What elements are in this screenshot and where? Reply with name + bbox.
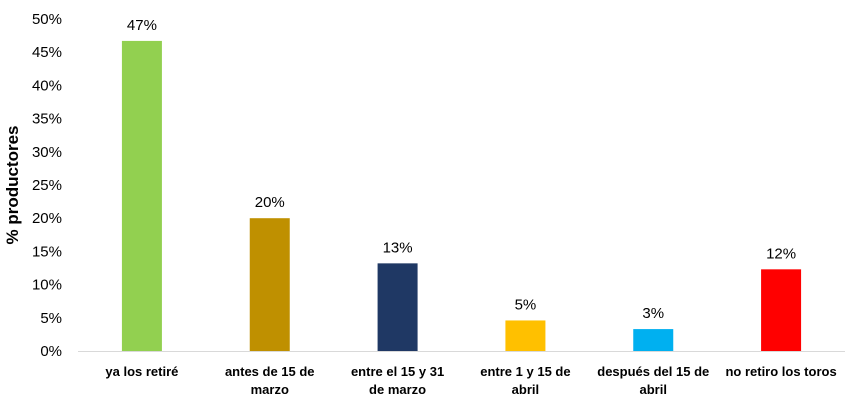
data-label: 47% — [127, 17, 157, 34]
bar — [505, 320, 546, 351]
data-labels-group: 47% 20% 13% 5% 3% 12% — [127, 17, 796, 322]
x-category-label: abril — [512, 382, 539, 397]
x-category-label: entre el 15 y 31 — [351, 364, 444, 379]
y-tick-label: 30% — [32, 144, 62, 161]
x-category-label: ya los retiré — [105, 364, 178, 379]
y-tick-label: 50% — [32, 11, 62, 28]
data-label: 3% — [642, 305, 664, 322]
bars-group — [121, 40, 802, 352]
category-labels-group: ya los retiré antes de 15 de marzo entre el… — [105, 364, 836, 397]
y-axis-title: % productores — [3, 125, 22, 244]
y-tick-label: 45% — [32, 44, 62, 61]
x-category-label: abril — [640, 382, 667, 397]
y-tick-label: 40% — [32, 77, 62, 94]
bar — [249, 218, 290, 351]
y-axis-ticks: 0% 5% 10% 15% 20% 25% 30% 35% 40% 45% 50% — [32, 11, 62, 360]
bar — [761, 269, 802, 351]
x-category-label: no retiro los toros — [725, 364, 836, 379]
x-category-label: entre 1 y 15 de — [480, 364, 570, 379]
x-category-label: después del 15 de — [597, 364, 709, 379]
y-tick-label: 5% — [40, 310, 62, 327]
y-tick-label: 0% — [40, 343, 62, 360]
data-label: 12% — [766, 245, 796, 262]
x-category-label: antes de 15 de — [225, 364, 315, 379]
y-tick-label: 10% — [32, 277, 62, 294]
bar — [377, 263, 418, 351]
data-label: 20% — [255, 194, 285, 211]
y-axis-label-group: % productores — [3, 125, 22, 244]
y-tick-label: 15% — [32, 243, 62, 260]
x-category-label: de marzo — [369, 382, 426, 397]
bar — [633, 329, 674, 351]
data-label: 13% — [383, 239, 413, 256]
y-tick-label: 20% — [32, 210, 62, 227]
bar — [121, 40, 162, 352]
y-tick-label: 35% — [32, 111, 62, 128]
y-tick-label: 25% — [32, 177, 62, 194]
x-category-label: marzo — [251, 382, 289, 397]
data-label: 5% — [515, 296, 537, 313]
